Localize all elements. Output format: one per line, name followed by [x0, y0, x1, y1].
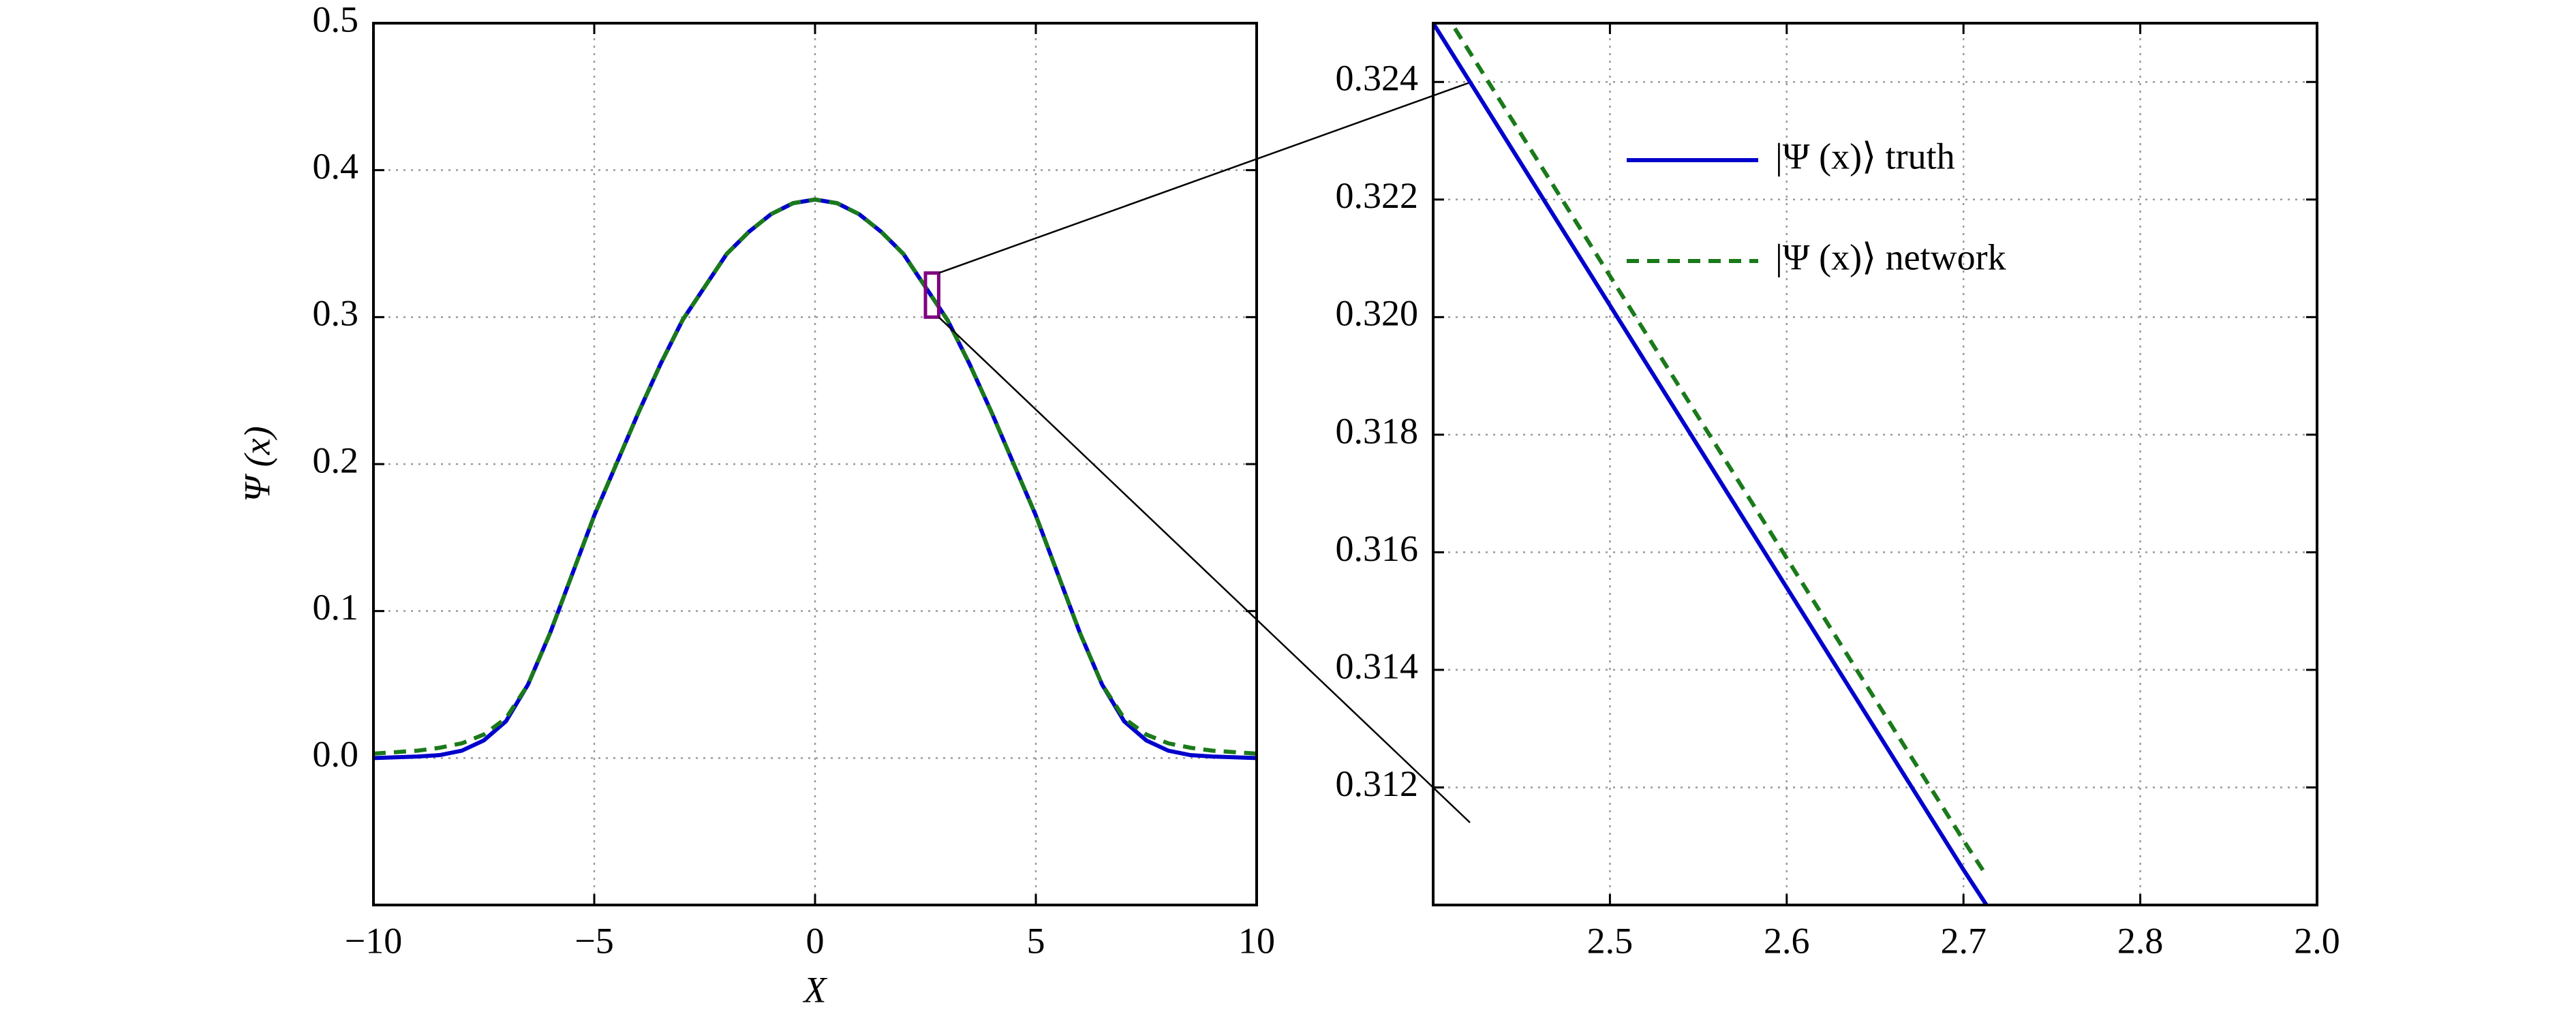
y-tick-label: 0.1: [313, 587, 359, 628]
y-tick-label: 0.324: [1336, 58, 1419, 99]
x-tick-label: 2.6: [1764, 920, 1810, 961]
x-tick-label: 2.8: [2117, 920, 2164, 961]
x-tick-label: 2.7: [1940, 920, 1987, 961]
y-tick-label: 0.318: [1336, 410, 1419, 451]
data-line: [373, 197, 1257, 761]
x-tick-label: −10: [345, 920, 402, 961]
data-line: [1433, 23, 1989, 905]
plot-frame: [1432, 22, 2318, 906]
data-line: [373, 197, 1257, 756]
y-axis-label: Ψ (x): [236, 426, 277, 502]
y-tick-label: 0.2: [313, 440, 359, 480]
x-tick-label: 2.5: [1587, 920, 1634, 961]
plot-lines: [1433, 23, 1989, 905]
y-tick-label: 0.320: [1336, 293, 1419, 334]
zoom-connector: [938, 316, 1471, 823]
x-tick-label: 5: [1027, 920, 1045, 961]
plot-lines: [373, 197, 1257, 761]
y-tick-label: 0.314: [1336, 645, 1419, 686]
y-tick-label: 0.5: [313, 0, 359, 40]
x-tick-label: 10: [1238, 920, 1275, 961]
data-line: [1449, 23, 1989, 877]
legend-label: |Ψ (x)⟩ truth: [1775, 136, 1955, 177]
y-tick-label: 0.3: [313, 293, 359, 334]
y-tick-label: 0.312: [1336, 763, 1419, 804]
y-tick-label: 0.322: [1336, 175, 1419, 216]
y-tick-label: 0.0: [313, 734, 359, 775]
y-tick-label: 0.316: [1336, 528, 1419, 569]
x-axis-label: X: [803, 969, 828, 1010]
zoom-box: [923, 271, 940, 319]
legend-label: |Ψ (x)⟩ network: [1775, 236, 2006, 277]
x-tick-label: −5: [574, 920, 613, 961]
x-tick-label: 0: [806, 920, 825, 961]
x-tick-label: 2.0: [2294, 920, 2340, 961]
y-tick-label: 0.4: [313, 146, 359, 187]
plot-frame: [372, 22, 1258, 906]
zoom-connector: [938, 81, 1471, 274]
